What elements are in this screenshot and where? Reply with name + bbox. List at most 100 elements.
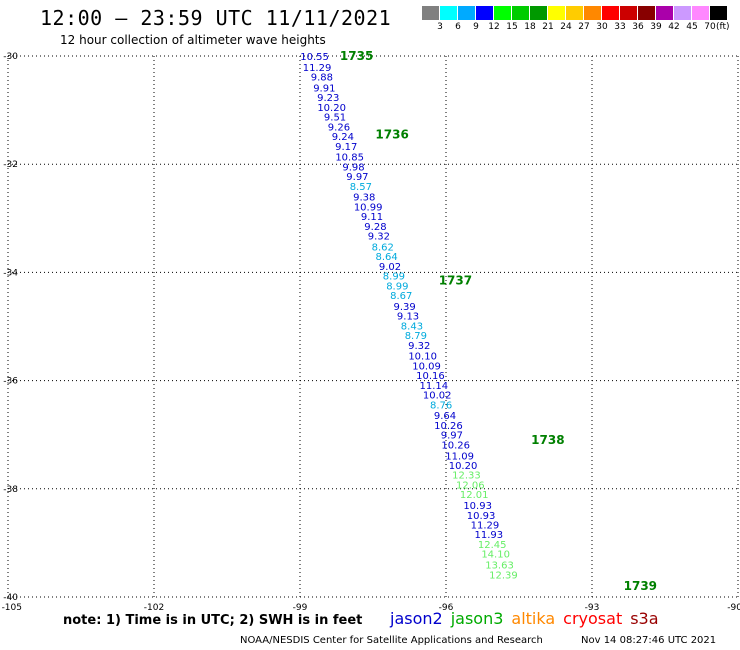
footer-credit: NOAA/NESDIS Center for Satellite Applica…	[240, 635, 543, 646]
footer-timestamp: Nov 14 08:27:46 UTC 2021	[581, 635, 717, 646]
pass-time-label: 1739	[624, 579, 657, 593]
wave-height-value: 9.88	[311, 73, 333, 84]
wave-height-value: 10.26	[434, 421, 463, 432]
map-title: 12:00 – 23:59 UTC 11/11/2021	[40, 6, 392, 30]
wave-height-value: 9.24	[332, 132, 354, 143]
wave-height-value: 8.79	[405, 331, 427, 342]
wave-height-value: 12.06	[456, 480, 485, 491]
lat-tick-label: -32	[3, 160, 18, 170]
observation-labels: 10.5511.299.889.919.2310.209.519.269.249…	[300, 52, 517, 581]
wave-height-value: 9.26	[328, 122, 350, 133]
map-subtitle: 12 hour collection of altimeter wave hei…	[60, 33, 326, 47]
wave-height-value: 9.23	[317, 93, 339, 104]
wave-height-value: 9.91	[313, 83, 335, 94]
wave-height-value: 11.14	[420, 381, 449, 392]
lat-tick-label: -36	[3, 377, 18, 387]
satellite-legend: jason2 jason3 altika cryosat s3a	[390, 609, 667, 628]
wave-height-value: 13.63	[485, 561, 514, 572]
wave-height-value: 8.76	[430, 400, 452, 411]
map-grid	[7, 55, 739, 598]
pass-time-labels: 1735 1736 1737 1738 1739	[340, 49, 657, 593]
wave-height-value: 10.85	[335, 153, 364, 164]
wave-height-value: 8.43	[401, 321, 423, 332]
colorbar-label: 3	[437, 22, 443, 32]
colorbar-label: 70	[704, 22, 716, 32]
colorbar-swatch	[476, 6, 493, 20]
wave-height-value: 11.09	[445, 451, 474, 462]
wave-height-value: 8.57	[350, 182, 372, 193]
lon-tick-label: -105	[2, 603, 22, 613]
wave-height-value: 10.55	[300, 52, 329, 63]
wave-height-value: 9.97	[346, 172, 368, 183]
wave-height-value: 10.02	[423, 391, 452, 402]
colorbar-label: 39	[650, 22, 662, 32]
wave-height-value: 10.20	[317, 103, 346, 114]
colorbar-swatch	[530, 6, 547, 20]
wave-height-value: 9.97	[441, 431, 463, 442]
wave-height-value: 10.09	[412, 361, 441, 372]
lat-tick-label: -40	[3, 593, 18, 603]
colorbar-label: 12	[488, 22, 500, 32]
pass-time-label: 1735	[340, 49, 373, 63]
colorbar-swatch	[566, 6, 583, 20]
satellite-legend-item: cryosat	[563, 609, 623, 628]
colorbar-label: 21	[542, 22, 554, 32]
colorbar-swatch	[692, 6, 709, 20]
colorbar-swatch	[584, 6, 601, 20]
satellite-legend-item: s3a	[630, 609, 659, 628]
wave-height-value: 11.29	[303, 63, 332, 74]
wave-height-value: 9.32	[368, 232, 390, 243]
map-axis-ticks: -105 -102 -99 -96 -93 -90 -30 -32 -34 -36 -38 -40	[2, 52, 740, 613]
wave-height-value: 9.17	[335, 142, 357, 153]
wave-height-value: 11.29	[471, 521, 500, 532]
colorbar-label: 9	[473, 22, 479, 32]
lat-tick-label: -38	[3, 485, 18, 495]
wave-height-value: 10.10	[408, 352, 437, 363]
colorbar-swatch	[656, 6, 673, 20]
satellite-legend-item: jason2	[390, 609, 443, 628]
satellite-legend-item: jason3	[450, 609, 504, 628]
colorbar-swatch	[602, 6, 619, 20]
colorbar-label: 15	[506, 22, 518, 32]
colorbar-swatch	[548, 6, 565, 20]
wave-height-value: 10.20	[449, 461, 478, 472]
wave-height-value: 9.13	[397, 312, 419, 323]
wave-height-value: 12.39	[489, 570, 518, 581]
colorbar-label: 24	[560, 22, 572, 32]
colorbar-label: 45	[686, 22, 698, 32]
wave-height-value: 9.38	[353, 193, 375, 204]
pass-time-label: 1738	[531, 433, 564, 447]
wave-height-value: 8.99	[386, 281, 408, 292]
wave-height-value: 14.10	[481, 550, 510, 561]
wave-height-value: 8.99	[383, 272, 405, 283]
wave-height-value: 12.33	[452, 471, 481, 482]
wave-height-value: 12.45	[478, 540, 507, 551]
wave-height-value: 10.16	[416, 371, 445, 382]
wave-height-value: 9.32	[408, 341, 430, 352]
lat-tick-label: -30	[3, 52, 18, 62]
colorbar-swatch	[458, 6, 475, 20]
wave-height-value: 10.93	[467, 511, 496, 522]
lon-tick-label: -96	[439, 603, 454, 613]
satellite-legend-item: altika	[511, 609, 556, 628]
wave-height-value: 10.93	[463, 501, 492, 512]
wave-height-value: 9.98	[342, 162, 364, 173]
pass-time-label: 1736	[375, 127, 408, 141]
colorbar-label: 42	[668, 22, 680, 32]
wave-height-value: 8.67	[390, 291, 412, 302]
wave-height-value: 10.26	[441, 440, 470, 451]
wave-height-value: 11.93	[475, 530, 504, 541]
wave-height-value: 10.99	[354, 202, 383, 213]
wave-height-value: 9.51	[324, 113, 346, 124]
pass-time-label: 1737	[439, 274, 472, 288]
wave-height-value: 8.64	[375, 252, 397, 263]
lon-tick-label: -102	[144, 603, 164, 613]
colorbar-label: 27	[578, 22, 590, 32]
colorbar-swatch	[620, 6, 637, 20]
units-note: note: 1) Time is in UTC; 2) SWH is in fe…	[63, 613, 363, 628]
colorbar-label: 30	[596, 22, 608, 32]
lat-tick-label: -34	[3, 268, 18, 278]
wave-height-value: 9.64	[434, 411, 456, 422]
colorbar-unit: (ft)	[716, 22, 730, 32]
